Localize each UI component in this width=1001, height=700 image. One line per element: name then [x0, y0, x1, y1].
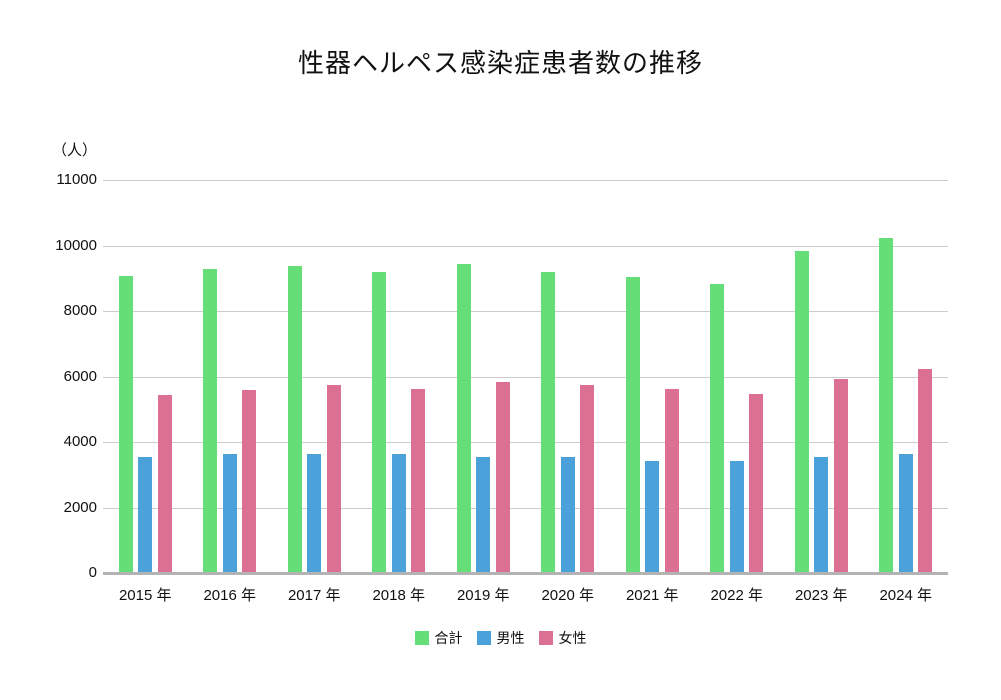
legend: 合計 男性 女性: [0, 628, 1001, 648]
y-tick-label: 4000: [63, 433, 97, 450]
x-tick-label: 2020 年: [541, 587, 595, 604]
bar-合計-2019年: [456, 264, 471, 572]
bar-合計-2018年: [372, 272, 387, 572]
bar-合計-2022年: [710, 283, 725, 572]
bar-女性-2018年: [411, 388, 426, 572]
bar-女性-2022年: [749, 393, 764, 572]
bar-女性-2023年: [833, 378, 848, 572]
bar-男性-2017年: [307, 454, 322, 572]
plot-area: [103, 180, 948, 575]
x-tick-label: 2022 年: [710, 587, 764, 604]
bar-男性-2023年: [814, 457, 829, 572]
chart-title: 性器ヘルペス感染症患者数の推移: [297, 48, 703, 78]
x-tick-label: 2018 年: [372, 587, 426, 604]
bar-女性-2021年: [664, 388, 679, 572]
legend-label: 男性: [496, 630, 525, 646]
bar-合計-2024年: [879, 237, 894, 572]
bar-合計-2015年: [118, 275, 133, 572]
gridline: [103, 311, 948, 312]
legend-swatch-icon: [414, 631, 429, 645]
bar-女性-2015年: [157, 395, 172, 572]
gridline: [103, 442, 948, 443]
gridline: [103, 507, 948, 509]
bar-男性-2022年: [729, 460, 744, 572]
bar-女性-2016年: [242, 390, 257, 572]
bar-男性-2024年: [898, 454, 913, 572]
legend-item-合計: 合計: [414, 628, 463, 648]
x-tick-label: 2015 年: [118, 587, 172, 604]
legend-swatch-icon: [538, 631, 553, 645]
gridline: [103, 245, 948, 247]
x-tick-label: 2019 年: [456, 587, 510, 604]
bar-合計-2020年: [541, 272, 556, 572]
bar-合計-2021年: [625, 277, 640, 572]
bar-男性-2021年: [645, 460, 660, 572]
gridline: [103, 180, 948, 181]
x-tick-label: 2024 年: [879, 587, 933, 604]
x-tick-label: 2016 年: [203, 587, 257, 604]
bar-男性-2019年: [476, 457, 491, 572]
bar-男性-2020年: [560, 457, 575, 572]
y-tick-label: 11000: [56, 171, 97, 188]
bar-男性-2018年: [391, 454, 406, 572]
bar-男性-2015年: [138, 457, 153, 572]
legend-swatch-icon: [476, 631, 491, 645]
bar-合計-2023年: [794, 251, 809, 572]
bar-女性-2020年: [580, 385, 595, 572]
bar-男性-2016年: [222, 454, 237, 572]
y-tick-label: 8000: [63, 302, 97, 319]
bar-女性-2017年: [326, 385, 341, 572]
x-tick-label: 2017 年: [287, 587, 341, 604]
legend-label: 合計: [434, 630, 463, 646]
x-axis-line: [103, 572, 948, 575]
bar-合計-2017年: [287, 265, 302, 572]
bar-女性-2024年: [918, 368, 933, 572]
x-tick-label: 2023 年: [794, 587, 848, 604]
gridline: [103, 376, 948, 378]
y-axis-unit-label: （人）: [51, 142, 97, 159]
y-tick-label: 10000: [55, 236, 97, 254]
bar-女性-2019年: [495, 382, 510, 572]
legend-item-男性: 男性: [476, 628, 525, 648]
y-tick-label: 6000: [63, 367, 97, 385]
legend-item-女性: 女性: [538, 628, 587, 648]
x-tick-label: 2021 年: [625, 587, 679, 604]
bar-合計-2016年: [203, 269, 218, 572]
legend-label: 女性: [558, 630, 587, 646]
y-tick-label: 0: [88, 564, 97, 581]
y-tick-label: 2000: [63, 498, 97, 516]
